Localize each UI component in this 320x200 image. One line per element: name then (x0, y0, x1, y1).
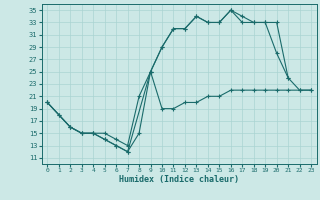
X-axis label: Humidex (Indice chaleur): Humidex (Indice chaleur) (119, 175, 239, 184)
